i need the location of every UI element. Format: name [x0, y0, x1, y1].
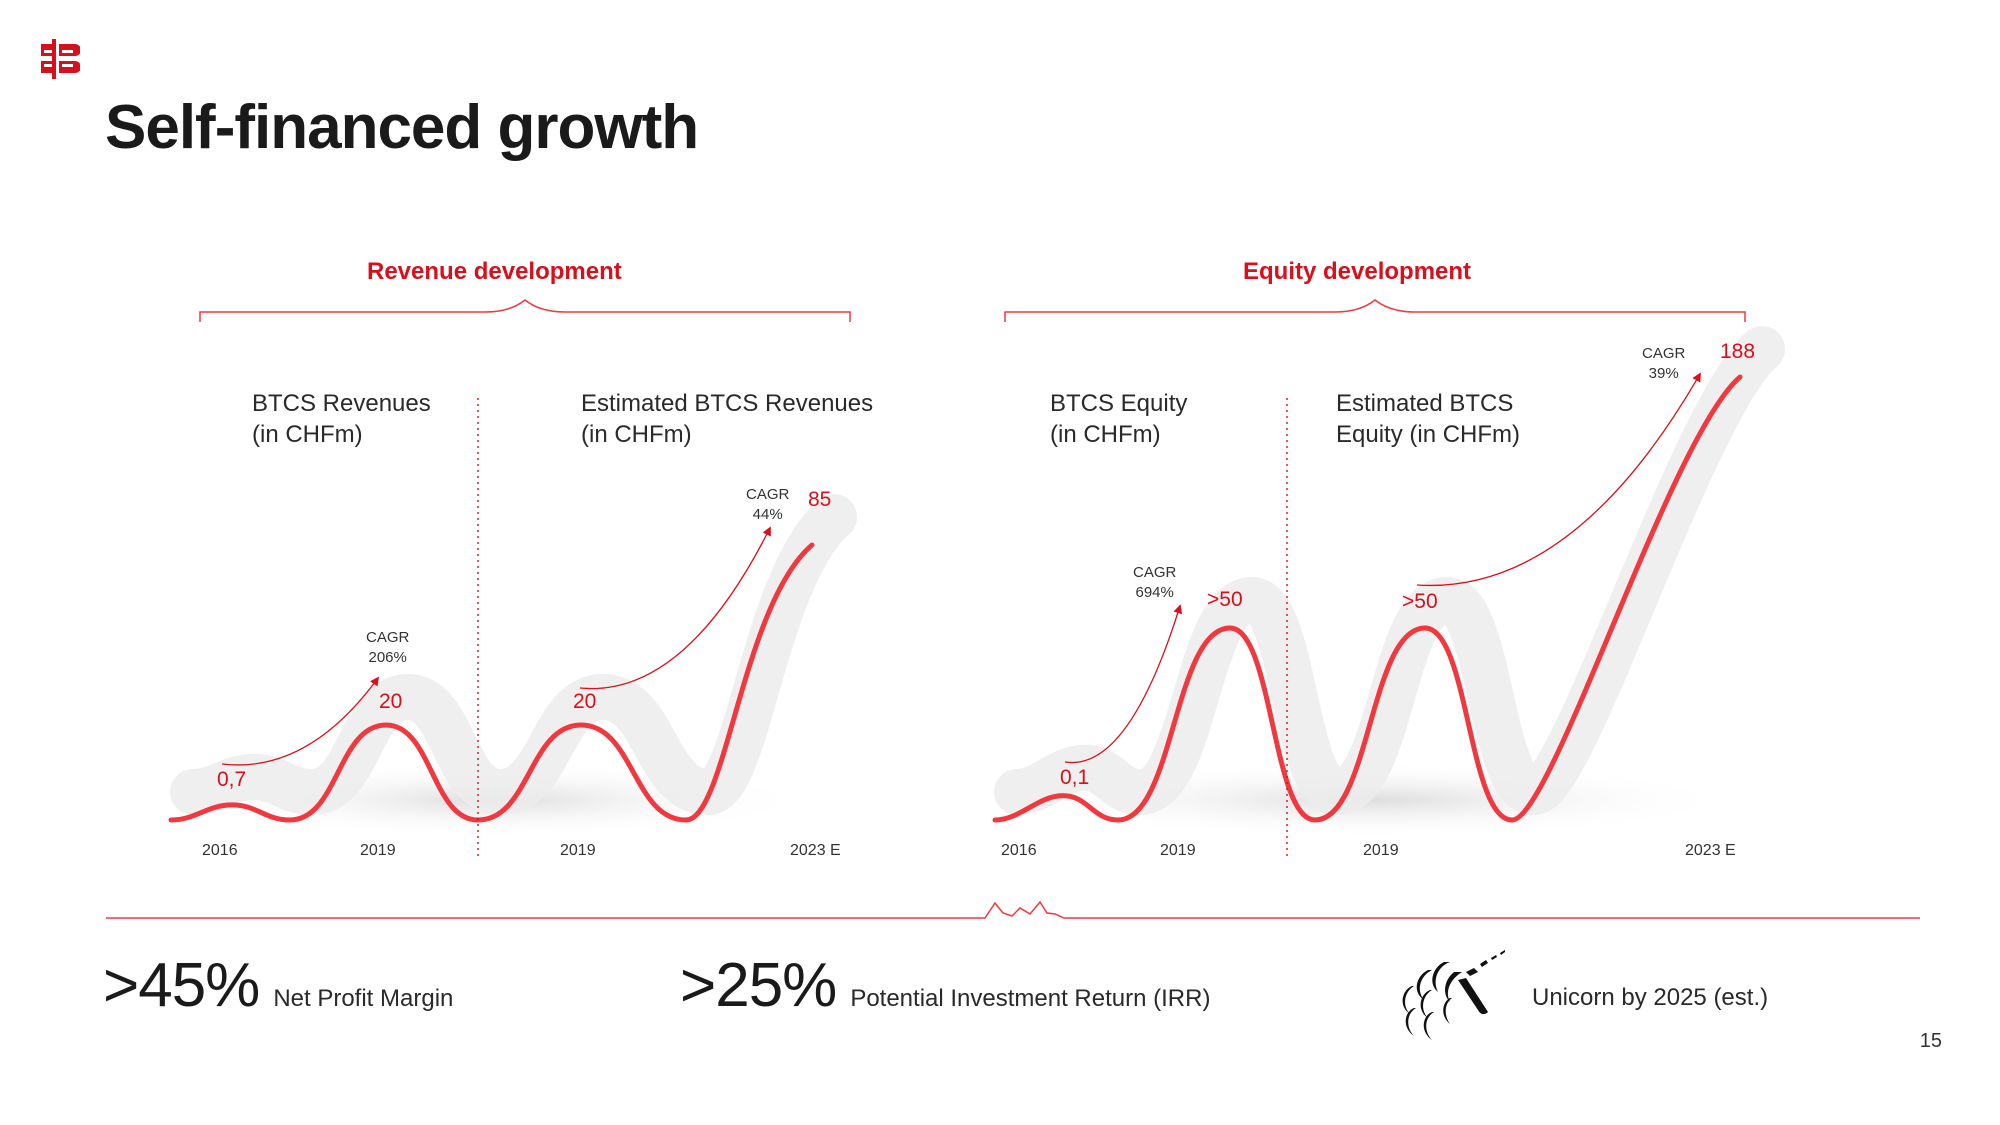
unicorn-icon	[1402, 950, 1505, 1040]
btcs-logo-icon	[41, 39, 80, 79]
equity-segment1-label: BTCS Equity (in CHFm)	[1050, 390, 1188, 448]
revenue-xtick-2019-est: 2019	[560, 842, 596, 859]
kpi-value: >25%	[680, 951, 837, 1020]
section-brace	[199, 299, 851, 322]
equity-value-2016: 0,1	[1060, 766, 1090, 789]
equity-value-2019-est: >50	[1402, 590, 1438, 613]
equity-xtick-2019: 2019	[1160, 842, 1196, 859]
revenue-segment2-label: Estimated BTCS Revenues (in CHFm)	[581, 390, 874, 448]
equity-cagr-1: CAGR 694%	[1133, 564, 1177, 601]
revenue-value-2019-est: 20	[573, 690, 597, 713]
revenue-cagr-1: CAGR 206%	[366, 629, 410, 666]
section-brace	[1004, 299, 1746, 322]
kpi-label: Potential Investment Return (IRR)	[850, 985, 1211, 1012]
page-title: Self-financed growth	[105, 93, 699, 162]
revenue-segment1-label: BTCS Revenues (in CHFm)	[252, 390, 431, 448]
chart-line	[992, 374, 1743, 823]
kpi-label: Unicorn by 2025 (est.)	[1532, 983, 1769, 1011]
kpi-irr: >25% Potential Investment Return (IRR)	[680, 950, 1210, 1021]
equity-xtick-2016: 2016	[1001, 842, 1037, 859]
cagr-arrow	[221, 676, 380, 766]
cagr-arrow	[1064, 604, 1183, 764]
equity-value-2019: >50	[1207, 588, 1243, 611]
chart-ribbon	[170, 494, 857, 815]
revenue-xtick-2019: 2019	[360, 842, 396, 859]
cagr-arrow	[579, 526, 771, 690]
equity-cagr-2: CAGR 39%	[1642, 345, 1686, 382]
kpi-label: Net Profit Margin	[273, 985, 454, 1012]
revenue-cagr-2: CAGR 44%	[746, 486, 790, 523]
revenue-value-2016: 0,7	[217, 768, 247, 791]
revenue-section-title: Revenue development	[367, 258, 622, 285]
equity-value-2023: 188	[1720, 340, 1756, 363]
page-number: 15	[1919, 1030, 1942, 1052]
equity-xtick-2019-est: 2019	[1363, 842, 1399, 859]
cagr-arrow	[1416, 372, 1701, 587]
kpi-net-profit-margin: >45% Net Profit Margin	[103, 950, 453, 1021]
equity-section-title: Equity development	[1243, 258, 1472, 285]
bottom-divider	[106, 900, 1920, 919]
revenue-value-2019: 20	[379, 690, 403, 713]
equity-segment2-label: Estimated BTCS Equity (in CHFm)	[1336, 390, 1521, 448]
equity-xtick-2023: 2023 E	[1685, 842, 1736, 859]
revenue-value-2023: 85	[808, 488, 832, 511]
kpi-value: >45%	[103, 951, 260, 1020]
revenue-xtick-2016: 2016	[202, 842, 238, 859]
revenue-xtick-2023: 2023 E	[790, 842, 841, 859]
kpi-unicorn: Unicorn by 2025 (est.)	[1392, 950, 1768, 1045]
